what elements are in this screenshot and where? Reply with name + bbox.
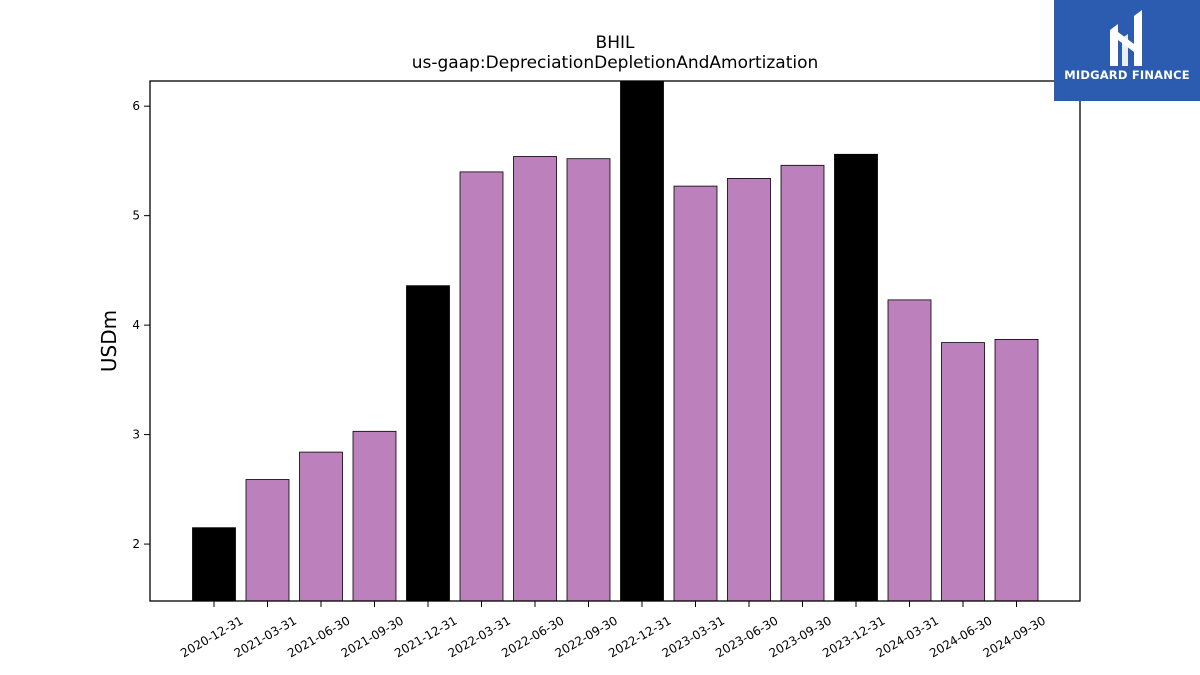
bar-2021-12-31 <box>406 285 450 602</box>
bar-2023-06-30 <box>727 177 771 602</box>
y-tick-label: 3 <box>132 428 140 442</box>
x-axis-ticks: 2020-12-312021-03-312021-06-302021-09-30… <box>178 601 1048 660</box>
chart-title: BHIL <box>596 33 635 53</box>
bar-2021-06-30 <box>299 451 343 602</box>
bar-2021-03-31 <box>245 479 290 602</box>
y-axis-label: USDm <box>97 310 121 372</box>
bar-2020-12-31 <box>192 527 236 602</box>
bar-2024-06-30 <box>941 342 985 602</box>
brand-logo: MIDGARD FINANCE <box>1054 0 1200 101</box>
bar-2022-12-31 <box>620 80 664 602</box>
y-tick-label: 4 <box>132 318 140 332</box>
bar-2022-09-30 <box>566 158 611 602</box>
chart-subtitle: us-gaap:DepreciationDepletionAndAmortiza… <box>412 53 819 73</box>
bars-group <box>192 80 1039 602</box>
y-tick-label: 6 <box>132 99 140 113</box>
bar-2023-03-31 <box>673 185 718 602</box>
bar-2023-12-31 <box>834 153 878 602</box>
bar-2024-09-30 <box>994 338 1039 602</box>
bar-2023-09-30 <box>780 164 825 602</box>
midgard-logo-icon <box>1110 10 1142 66</box>
bar-2021-09-30 <box>352 430 397 602</box>
bar-2022-03-31 <box>459 171 504 602</box>
bar-2024-03-31 <box>887 299 932 602</box>
plot-frame <box>149 80 1081 602</box>
y-tick-label: 5 <box>132 209 140 223</box>
y-axis-ticks: 2 3 4 5 6 <box>132 99 150 551</box>
y-tick-label: 2 <box>132 537 140 551</box>
bar-2022-06-30 <box>513 156 557 602</box>
brand-name: MIDGARD FINANCE <box>1064 68 1190 82</box>
